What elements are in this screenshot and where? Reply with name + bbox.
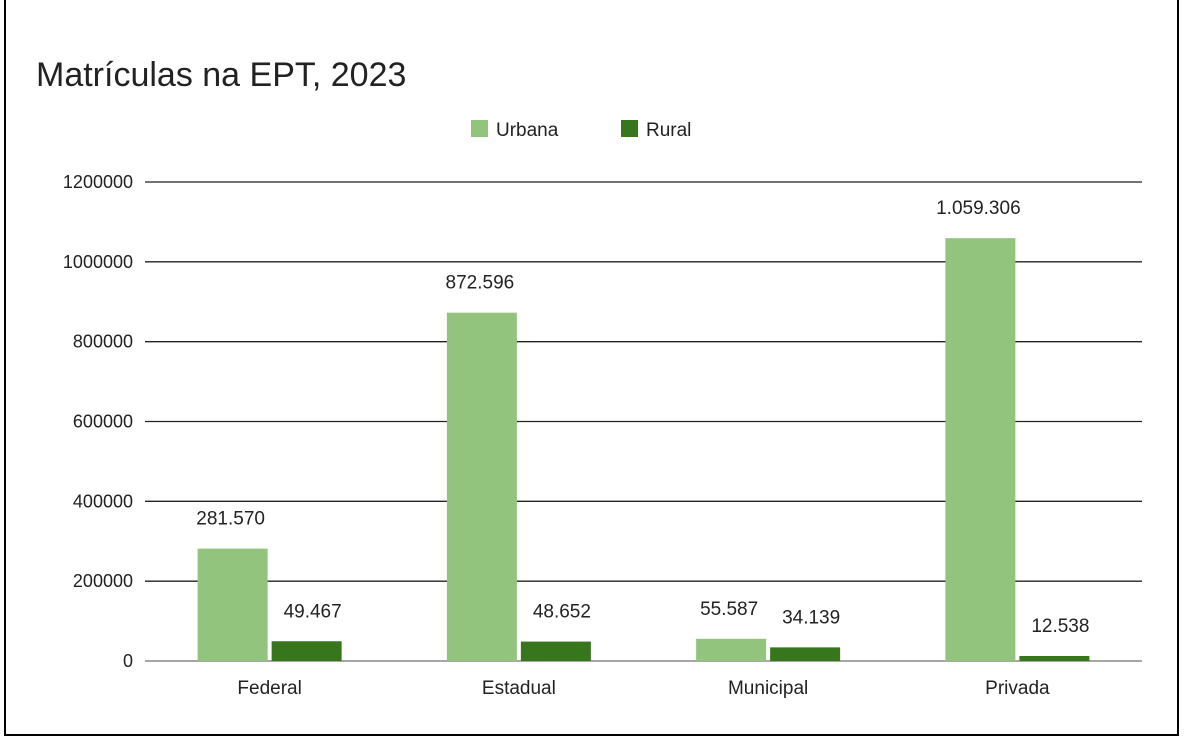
bar-urbana-estadual <box>446 312 517 661</box>
bar-urbana-federal <box>197 548 268 661</box>
y-tick-label: 800000 <box>73 332 133 352</box>
bar-rural-municipal <box>770 647 841 661</box>
legend-label-urbana: Urbana <box>496 120 559 141</box>
chart-title: Matrículas na EPT, 2023 <box>36 56 406 94</box>
y-tick-label: 1200000 <box>63 172 133 192</box>
y-tick-label: 400000 <box>73 491 133 511</box>
data-label-rural-municipal: 34.139 <box>782 607 840 628</box>
legend-label-rural: Rural <box>646 120 691 141</box>
data-label-urbana-estadual: 872.596 <box>446 273 515 294</box>
y-axis-ticks: 0 200000 400000 600000 800000 1000000 1200000 <box>63 172 133 671</box>
data-label-urbana-municipal: 55.587 <box>700 599 758 620</box>
bar-urbana-privada <box>945 238 1016 662</box>
y-tick-label: 0 <box>123 651 133 671</box>
data-label-urbana-privada: 1.059.306 <box>936 198 1021 219</box>
x-tick-label: Privada <box>985 678 1050 699</box>
bars <box>197 238 1090 662</box>
bar-rural-federal <box>271 641 342 661</box>
data-label-rural-estadual: 48.652 <box>533 602 591 623</box>
x-axis-ticks: Federal Estadual Municipal Privada <box>237 678 1050 699</box>
bar-urbana-municipal <box>696 638 767 661</box>
x-tick-label: Federal <box>237 678 301 699</box>
legend-swatch-urbana <box>471 120 488 137</box>
y-tick-label: 600000 <box>73 412 133 432</box>
y-tick-label: 200000 <box>73 571 133 591</box>
bar-rural-privada <box>1019 655 1090 661</box>
x-tick-label: Municipal <box>728 678 808 699</box>
data-label-rural-privada: 12.538 <box>1031 616 1089 637</box>
legend-swatch-rural <box>621 120 638 137</box>
data-labels: 281.570 49.467 872.596 48.652 55.587 34.139 1.… <box>196 198 1089 637</box>
x-tick-label: Estadual <box>482 678 556 699</box>
data-label-rural-federal: 49.467 <box>284 601 342 622</box>
bar-rural-estadual <box>520 641 591 661</box>
y-tick-label: 1000000 <box>63 252 133 272</box>
data-label-urbana-federal: 281.570 <box>196 509 265 530</box>
legend: Urbana Rural <box>471 120 691 141</box>
